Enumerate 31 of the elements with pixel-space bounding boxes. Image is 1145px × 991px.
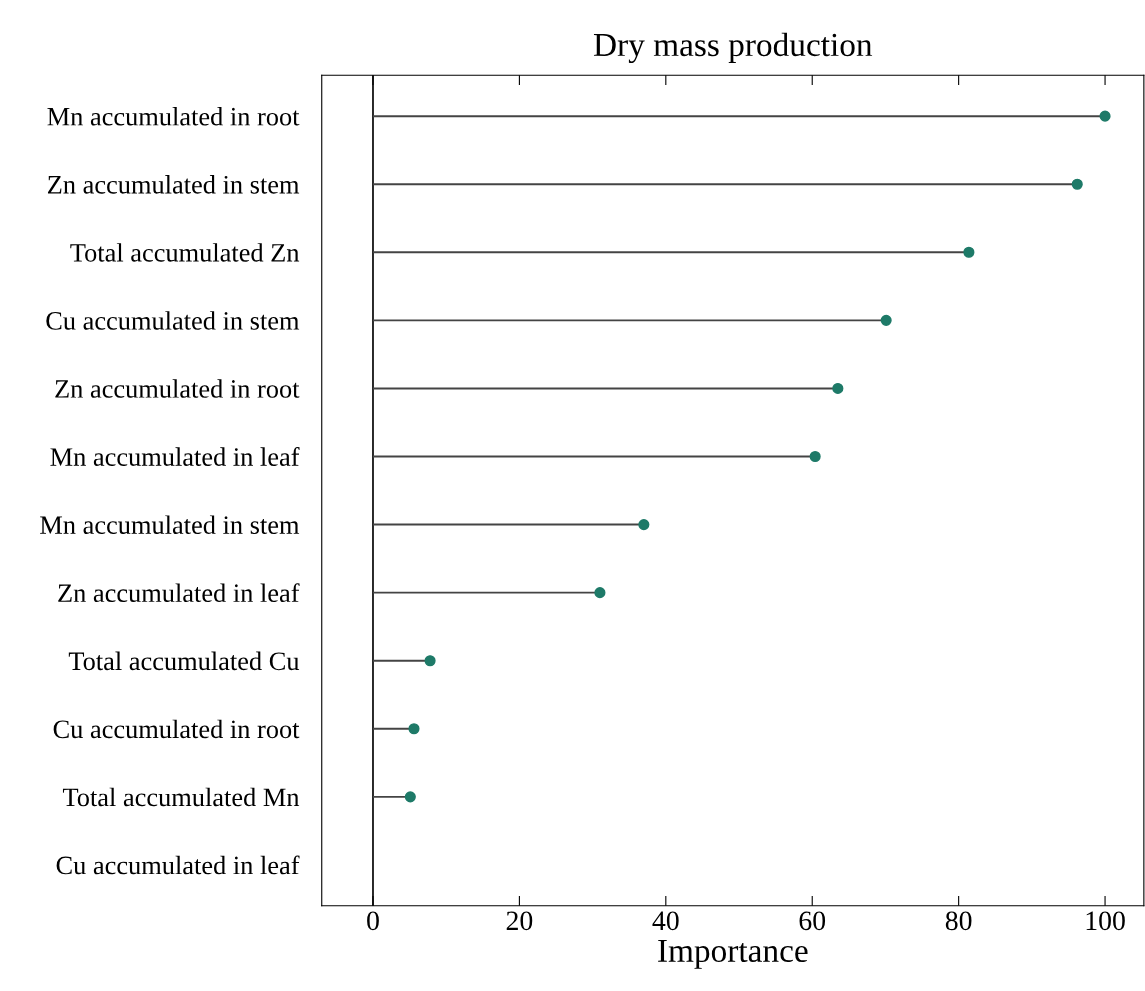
y-tick-label: Mn accumulated in stem <box>40 515 300 534</box>
point <box>424 655 436 667</box>
point <box>1099 110 1111 122</box>
y-tick-label: Cu accumulated in root <box>53 719 300 739</box>
y-tick-label: Zn accumulated in leaf <box>58 583 300 603</box>
point <box>408 723 420 735</box>
chart-title: Dry mass production <box>593 32 873 64</box>
x-tick-label: 60 <box>799 911 826 931</box>
point <box>880 314 892 326</box>
y-tick-label: Total accumulated Mn <box>62 787 300 807</box>
x-tick-label: 100 <box>1086 911 1125 931</box>
point <box>832 382 844 394</box>
point <box>404 791 416 803</box>
x-tick-label: 20 <box>506 911 533 931</box>
x-tick-label: 80 <box>945 911 972 931</box>
y-tick-label: Cu accumulated in stem <box>46 311 300 330</box>
y-tick-label: Total accumulated Zn <box>70 243 300 262</box>
x-tick-label: 40 <box>652 911 679 931</box>
point <box>809 450 821 463</box>
y-tick-label: Zn accumulated in stem <box>47 175 300 194</box>
point <box>594 587 606 599</box>
y-tick-label: Zn accumulated in root <box>55 379 300 398</box>
y-tick-label: Mn accumulated in leaf <box>50 447 300 466</box>
point <box>963 246 975 258</box>
x-tick-label: 0 <box>367 911 379 931</box>
point <box>1071 178 1083 190</box>
y-tick-label: Cu accumulated in leaf <box>56 855 300 875</box>
x-axis-title: Importance <box>658 939 808 969</box>
point <box>638 519 650 531</box>
y-tick-label: Mn accumulated in root <box>47 107 300 126</box>
y-tick-label: Total accumulated Cu <box>68 651 300 671</box>
